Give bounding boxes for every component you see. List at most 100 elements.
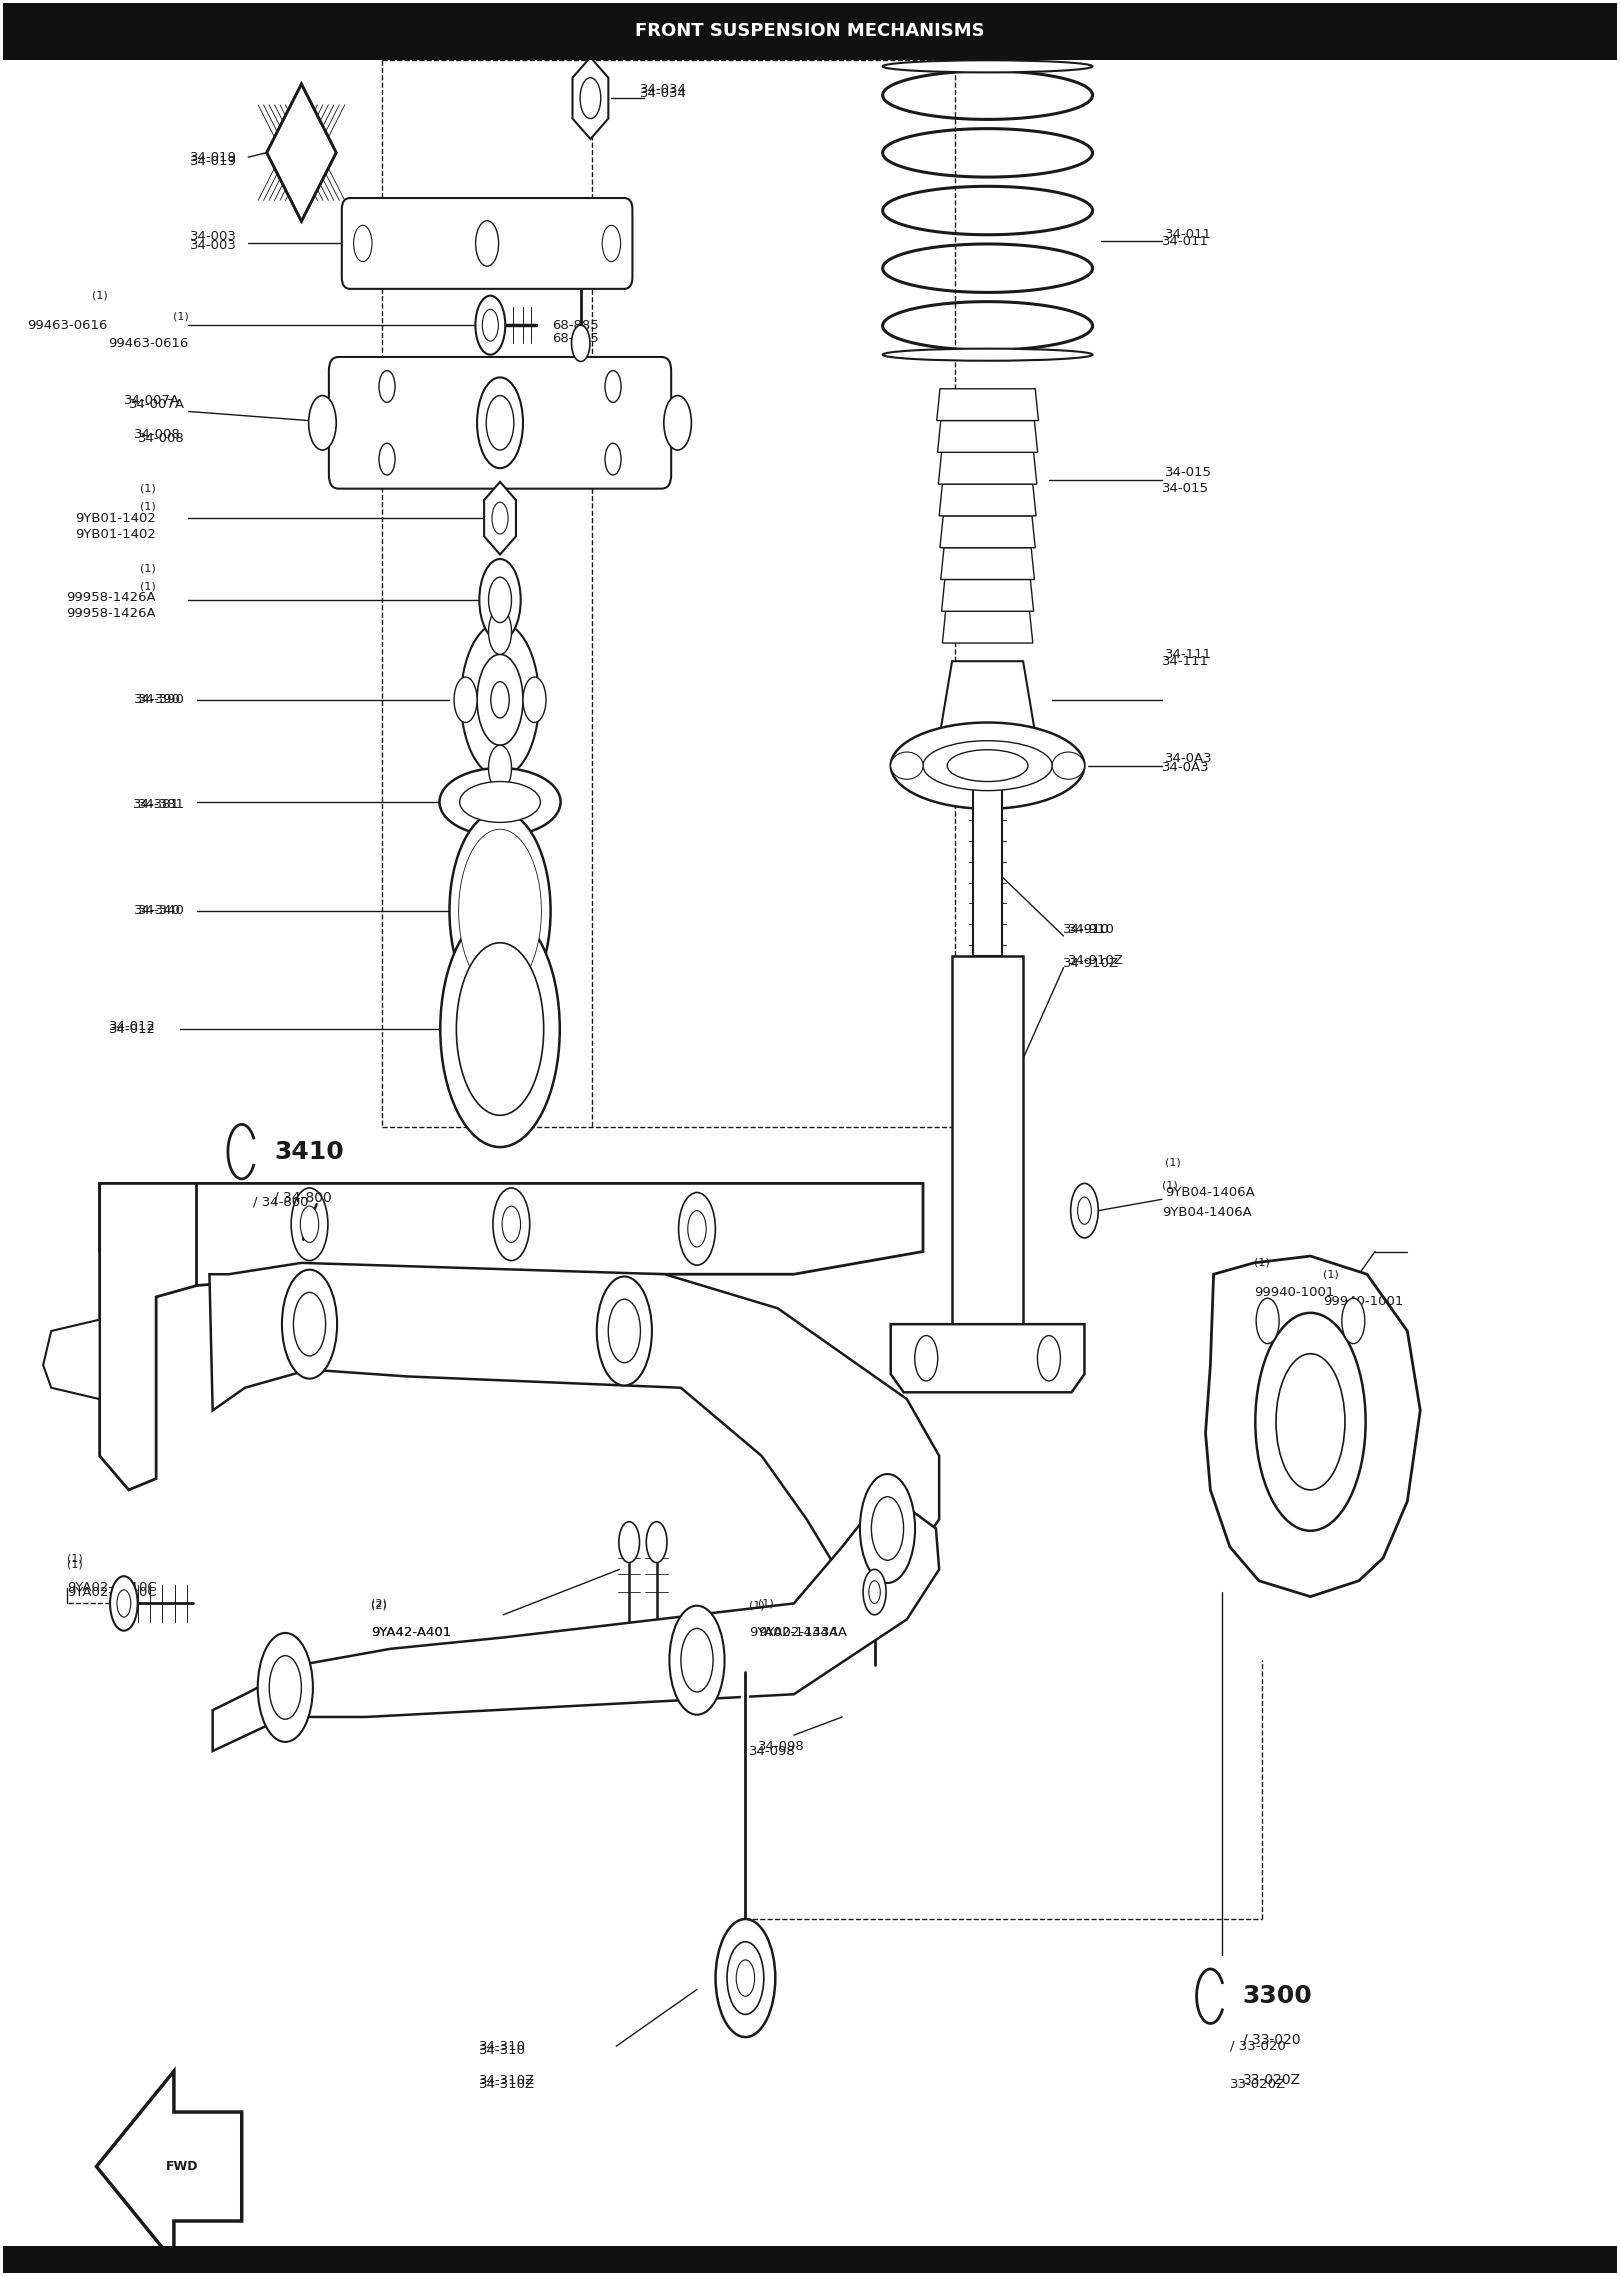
Text: 34-310Z: 34-310Z	[480, 2078, 535, 2092]
Text: (1): (1)	[1165, 1158, 1181, 1168]
Ellipse shape	[489, 578, 512, 624]
Text: 34-910Z: 34-910Z	[1068, 954, 1124, 967]
Text: 34-390: 34-390	[133, 694, 180, 706]
Text: 99463-0616: 99463-0616	[28, 319, 107, 332]
Text: / 34-800: / 34-800	[253, 1195, 308, 1209]
Ellipse shape	[449, 810, 551, 1011]
Ellipse shape	[486, 396, 514, 451]
Ellipse shape	[619, 1523, 640, 1564]
Ellipse shape	[883, 59, 1092, 73]
Text: 34-381: 34-381	[133, 799, 180, 810]
Polygon shape	[940, 517, 1035, 549]
Ellipse shape	[735, 1960, 755, 1996]
Text: 34-011: 34-011	[1165, 228, 1212, 241]
Text: (1): (1)	[141, 580, 156, 592]
Text: / 34-800: / 34-800	[274, 1190, 332, 1204]
Ellipse shape	[110, 1577, 138, 1630]
Ellipse shape	[1071, 1184, 1098, 1238]
Ellipse shape	[309, 396, 337, 451]
Ellipse shape	[458, 828, 541, 992]
Polygon shape	[100, 1184, 196, 1491]
Ellipse shape	[915, 1336, 938, 1382]
Ellipse shape	[457, 942, 544, 1115]
Text: 34-0A3: 34-0A3	[1165, 753, 1213, 765]
Text: (2): (2)	[371, 1598, 387, 1609]
Polygon shape	[209, 1263, 940, 1582]
Text: 34-340: 34-340	[133, 904, 180, 917]
Polygon shape	[1205, 1256, 1421, 1598]
Text: (1): (1)	[68, 1559, 83, 1570]
Text: / 33-020: / 33-020	[1243, 2032, 1301, 2046]
Polygon shape	[941, 580, 1034, 612]
Text: 3410: 3410	[274, 1140, 343, 1163]
Ellipse shape	[468, 847, 533, 974]
Polygon shape	[943, 612, 1034, 644]
Text: 99940-1001: 99940-1001	[1324, 1295, 1405, 1309]
Ellipse shape	[948, 749, 1029, 781]
Text: 34-015: 34-015	[1162, 483, 1209, 496]
Polygon shape	[936, 389, 1038, 421]
Polygon shape	[940, 485, 1037, 517]
Text: (1): (1)	[141, 562, 156, 574]
Text: FWD: FWD	[165, 2160, 198, 2174]
Bar	[974, 787, 1003, 956]
Ellipse shape	[293, 1293, 326, 1356]
Polygon shape	[938, 421, 1038, 453]
Ellipse shape	[300, 1206, 319, 1243]
Ellipse shape	[282, 1270, 337, 1379]
FancyBboxPatch shape	[329, 357, 671, 489]
Text: (1): (1)	[68, 1552, 83, 1564]
Text: 9YA42-A401: 9YA42-A401	[371, 1627, 450, 1639]
Ellipse shape	[669, 1605, 724, 1714]
Ellipse shape	[480, 560, 520, 642]
Text: 9YA02-A210C: 9YA02-A210C	[68, 1586, 157, 1598]
Ellipse shape	[476, 221, 499, 266]
Text: 99463-0616: 99463-0616	[109, 337, 188, 351]
Text: 34-098: 34-098	[758, 1739, 805, 1753]
Text: (1): (1)	[92, 291, 107, 300]
Text: 34-019: 34-019	[190, 150, 237, 164]
Ellipse shape	[572, 325, 590, 362]
Text: / 33-020: / 33-020	[1230, 2039, 1286, 2053]
Ellipse shape	[872, 1498, 904, 1561]
Ellipse shape	[646, 1523, 667, 1564]
Ellipse shape	[1037, 1336, 1061, 1382]
Ellipse shape	[860, 1475, 915, 1584]
Text: 9YA02-1434A: 9YA02-1434A	[758, 1627, 847, 1639]
Ellipse shape	[476, 655, 523, 744]
Ellipse shape	[1051, 751, 1084, 778]
Text: 34-008: 34-008	[133, 428, 180, 442]
Ellipse shape	[502, 1206, 520, 1243]
Ellipse shape	[1341, 1297, 1364, 1343]
Polygon shape	[97, 2071, 241, 2262]
Ellipse shape	[891, 721, 1084, 808]
Bar	[3, 2246, 1617, 2274]
Text: 9YB01-1402: 9YB01-1402	[75, 528, 156, 542]
Ellipse shape	[258, 1632, 313, 1741]
Text: 99958-1426A: 99958-1426A	[66, 592, 156, 603]
Ellipse shape	[664, 396, 692, 451]
Text: 34-390: 34-390	[138, 694, 185, 706]
Ellipse shape	[603, 225, 620, 262]
Text: 9YA42-A401: 9YA42-A401	[371, 1627, 450, 1639]
Text: 34-910: 34-910	[1068, 922, 1115, 935]
Text: (1): (1)	[1162, 1181, 1178, 1190]
Text: 34-340: 34-340	[138, 904, 185, 917]
Text: 33-020Z: 33-020Z	[1243, 2073, 1301, 2087]
Polygon shape	[938, 453, 1037, 485]
Ellipse shape	[483, 310, 499, 341]
Ellipse shape	[1077, 1197, 1092, 1224]
Text: (1): (1)	[141, 501, 156, 512]
Polygon shape	[484, 483, 515, 555]
Text: 9YB04-1406A: 9YB04-1406A	[1165, 1186, 1256, 1199]
Bar	[953, 956, 1024, 1370]
Text: 9YB04-1406A: 9YB04-1406A	[1162, 1206, 1252, 1220]
Ellipse shape	[454, 676, 476, 721]
Ellipse shape	[1277, 1354, 1345, 1491]
Ellipse shape	[379, 444, 395, 476]
Text: (1): (1)	[748, 1600, 765, 1611]
Polygon shape	[572, 57, 609, 139]
Ellipse shape	[491, 681, 509, 717]
Ellipse shape	[1256, 1313, 1366, 1532]
Text: 34-0A3: 34-0A3	[1162, 762, 1210, 774]
